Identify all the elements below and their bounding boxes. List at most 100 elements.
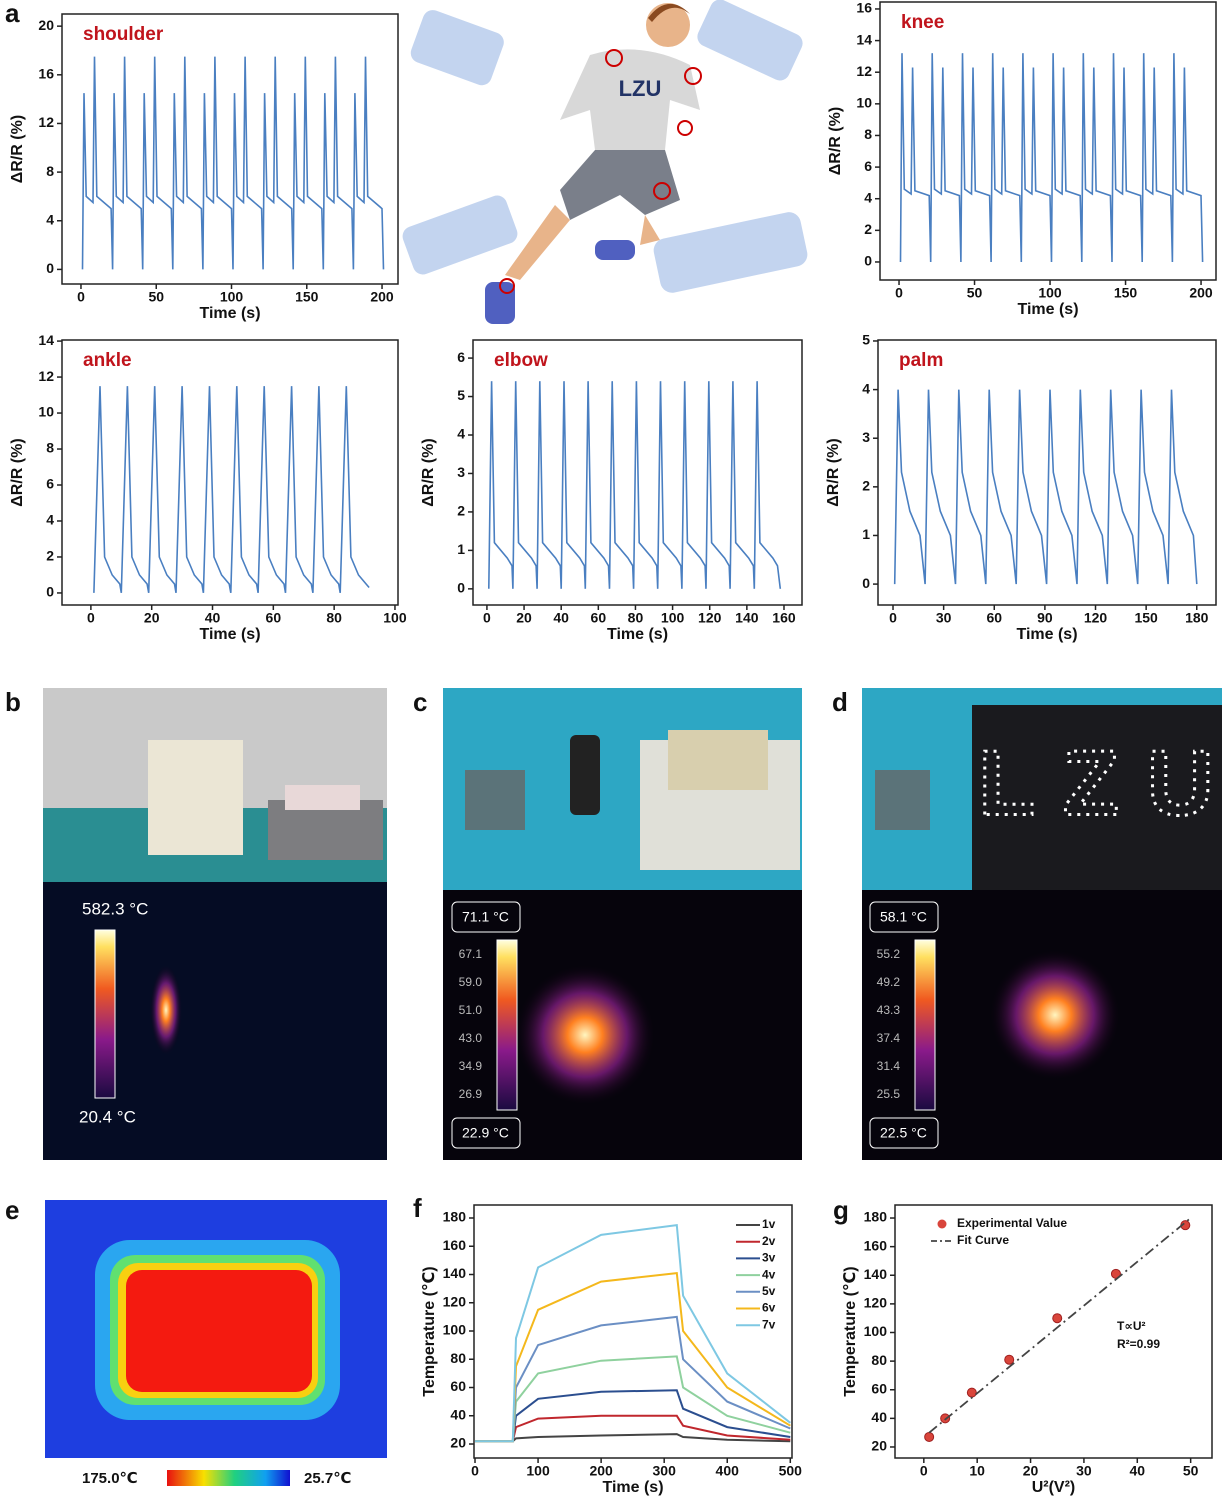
x-tick-label: 30 — [1076, 1463, 1092, 1479]
colorbar-tick-label: 37.4 — [877, 1031, 901, 1045]
signal-line — [93, 386, 370, 594]
y-tick-label: 16 — [38, 66, 54, 82]
chart-label: elbow — [494, 350, 548, 371]
data-point — [940, 1413, 951, 1424]
y-tick-label: 5 — [862, 332, 870, 348]
y-tick-label: 10 — [38, 404, 54, 420]
legend-label: 5v — [762, 1284, 776, 1298]
colorbar-tick-label: 43.0 — [459, 1031, 483, 1045]
y-tick-label: 8 — [46, 163, 54, 179]
y-tick-label: 100 — [443, 1322, 467, 1338]
colorbar-min: 22.5 °C — [880, 1125, 927, 1141]
legend-marker — [937, 1219, 947, 1229]
y-tick-label: 140 — [443, 1265, 467, 1281]
y-axis-label: ΔR/R (%) — [9, 438, 26, 506]
x-tick-label: 0 — [471, 1463, 479, 1479]
legend-label: Fit Curve — [957, 1233, 1009, 1247]
y-tick-label: 180 — [864, 1209, 888, 1225]
panel-label: f — [413, 1193, 422, 1223]
x-tick-label: 140 — [735, 610, 759, 626]
x-axis-label: Time (s) — [1017, 301, 1078, 318]
shirt-text: LZU — [619, 76, 662, 101]
y-tick-label: 2 — [457, 503, 465, 519]
led-sign: LZU — [979, 732, 1222, 834]
chart-label: ankle — [83, 350, 132, 371]
x-tick-label: 160 — [772, 610, 796, 626]
x-tick-label: 0 — [920, 1463, 928, 1479]
y-tick-label: 20 — [871, 1438, 887, 1454]
y-axis-label: ΔR/R (%) — [9, 115, 26, 183]
annotation: R²=0.99 — [1117, 1337, 1160, 1351]
plot-frame — [61, 339, 399, 606]
y-tick-label: 3 — [862, 429, 870, 445]
y-tick-label: 160 — [443, 1237, 467, 1253]
signal-line — [488, 381, 782, 589]
data-point — [966, 1387, 977, 1398]
colorbar-tick-label: 43.3 — [877, 1003, 901, 1017]
photo-d: LZU 58.1 °C 22.5 °C — [862, 688, 1222, 1160]
colorbar-tick-label: 59.0 — [459, 975, 483, 989]
x-tick-label: 100 — [383, 610, 407, 626]
y-tick-label: 2 — [864, 221, 872, 237]
x-tick-label: 60 — [591, 610, 607, 626]
colorbar-tick-label: 55.2 — [877, 947, 901, 961]
x-axis-label: Time (s) — [199, 626, 260, 643]
x-tick-label: 60 — [986, 610, 1002, 626]
y-tick-label: 60 — [450, 1378, 466, 1394]
x-tick-label: 200 — [589, 1463, 613, 1479]
charts: a b c d e f g 67.1 59.0 51.0 43.0 34.9 26.9 55.2 49.2 4… — [5, 0, 1217, 1496]
data-point — [1004, 1354, 1015, 1365]
runner-illustration: LZU — [402, 0, 808, 324]
colorbar-max: 582.3 °C — [82, 899, 148, 918]
x-tick-label: 80 — [326, 610, 342, 626]
y-axis-label: Temperature (℃) — [842, 1266, 859, 1396]
colorbar-min: 22.9 °C — [462, 1125, 509, 1141]
y-tick-label: 0 — [46, 260, 54, 276]
y-tick-label: 4 — [46, 512, 54, 528]
y-tick-label: 6 — [864, 158, 872, 174]
y-axis-label: Temperature (℃) — [421, 1266, 438, 1396]
colorbar-max: 71.1 °C — [462, 909, 509, 925]
colorbar-tick-label: 26.9 — [459, 1087, 483, 1101]
data-point — [924, 1431, 935, 1442]
x-tick-label: 180 — [1185, 610, 1209, 626]
x-tick-label: 40 — [553, 610, 569, 626]
y-tick-label: 4 — [457, 426, 465, 442]
x-tick-label: 40 — [1129, 1463, 1145, 1479]
y-axis-label: ΔR/R (%) — [420, 438, 437, 506]
signal-line — [893, 389, 1198, 585]
series-line — [475, 1315, 791, 1443]
colorbar-tick-label: 51.0 — [459, 1003, 483, 1017]
x-tick-label: 300 — [653, 1463, 677, 1479]
y-tick-label: 12 — [856, 63, 872, 79]
annotation: T∝U² — [1117, 1319, 1146, 1333]
y-tick-label: 120 — [443, 1293, 467, 1309]
colorbar-max: 175.0℃ — [82, 1470, 138, 1487]
x-tick-label: 50 — [1183, 1463, 1199, 1479]
y-tick-label: 12 — [38, 114, 54, 130]
y-tick-label: 2 — [862, 478, 870, 494]
colorbar-tick-label: 67.1 — [459, 947, 483, 961]
x-tick-label: 0 — [889, 610, 897, 626]
signal-line — [899, 53, 1204, 263]
series-line — [475, 1433, 791, 1443]
x-tick-label: 0 — [483, 610, 491, 626]
plot-frame — [879, 1, 1217, 281]
y-tick-label: 160 — [864, 1237, 888, 1253]
y-tick-label: 4 — [862, 380, 870, 396]
chart-label: knee — [901, 12, 944, 33]
x-tick-label: 60 — [266, 610, 282, 626]
y-tick-label: 14 — [856, 31, 872, 47]
photo-b: 582.3 °C 20.4 °C — [43, 688, 387, 1160]
panel-label: a — [5, 0, 20, 28]
y-tick-label: 60 — [871, 1380, 887, 1396]
y-tick-label: 6 — [46, 476, 54, 492]
plot-frame — [894, 1204, 1213, 1459]
y-tick-label: 120 — [864, 1295, 888, 1311]
y-tick-label: 0 — [457, 580, 465, 596]
x-tick-label: 50 — [148, 289, 164, 305]
y-tick-label: 100 — [864, 1323, 888, 1339]
x-tick-label: 20 — [144, 610, 160, 626]
data-point — [1052, 1313, 1063, 1324]
x-tick-label: 100 — [1038, 285, 1062, 301]
